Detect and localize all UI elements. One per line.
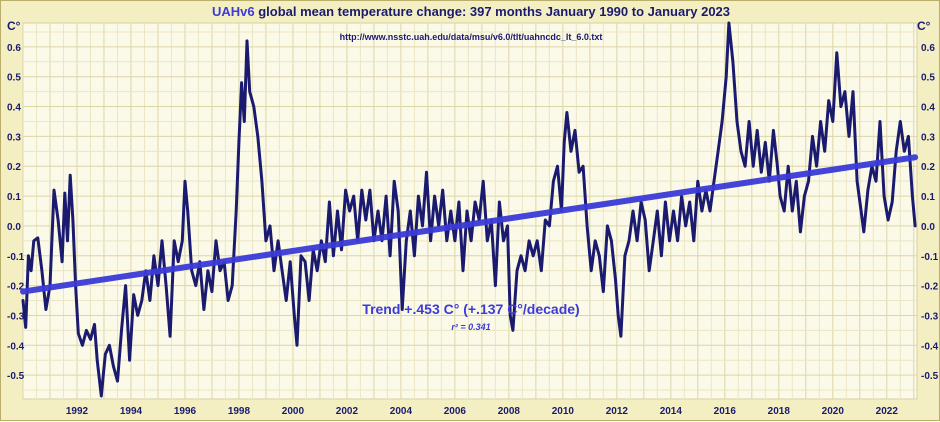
- y-tick-label-left: 0.6: [7, 43, 21, 54]
- x-tick-label: 1992: [66, 406, 89, 417]
- x-tick-label: 2022: [876, 406, 899, 417]
- y-tick-label-right: -0.5: [921, 371, 939, 382]
- x-tick-label: 2010: [552, 406, 575, 417]
- x-tick-label: 2008: [498, 406, 521, 417]
- temperature-series-line: [21, 21, 917, 398]
- y-tick-label-right: 0.5: [921, 73, 935, 84]
- trend-line: [20, 154, 919, 295]
- y-tick-label-right: 0.4: [921, 103, 935, 114]
- y-tick-label-left: -0.1: [7, 252, 25, 263]
- chart-title: UAHv6 global mean temperature change: 39…: [1, 4, 940, 19]
- x-tick-label: 2002: [336, 406, 359, 417]
- y-tick-label-right: 0.1: [921, 192, 935, 203]
- y-tick-label-right: -0.3: [921, 311, 939, 322]
- x-tick-label: 1996: [174, 406, 197, 417]
- x-tick-label: 2012: [606, 406, 629, 417]
- y-tick-label-left: -0.4: [7, 341, 25, 352]
- y-tick-label-right: -0.2: [921, 282, 939, 293]
- y-tick-label-right: 0.3: [921, 132, 935, 143]
- x-tick-label: 2018: [768, 406, 791, 417]
- y-tick-label-left: -0.3: [7, 311, 25, 322]
- y-tick-label-right: -0.1: [921, 252, 939, 263]
- y-tick-label-left: 0.5: [7, 73, 21, 84]
- y-tick-label-right: 0.0: [921, 222, 935, 233]
- y-tick-label-right: 0.2: [921, 162, 935, 173]
- y-tick-label-left: 0.0: [7, 222, 21, 233]
- x-tick-label: 1994: [120, 406, 143, 417]
- y-unit-label-left: C°: [7, 19, 21, 33]
- y-tick-label-left: 0.1: [7, 192, 21, 203]
- x-tick-label: 2006: [444, 406, 467, 417]
- y-tick-label-right: -0.4: [921, 341, 939, 352]
- r-squared-annotation: r² = 0.341: [451, 322, 491, 332]
- x-tick-label: 1998: [228, 406, 251, 417]
- x-tick-label: 2016: [714, 406, 737, 417]
- chart-title-prefix: UAHv6: [211, 4, 255, 19]
- x-tick-label: 2020: [822, 406, 845, 417]
- y-tick-label-left: -0.2: [7, 282, 25, 293]
- y-tick-label-left: 0.3: [7, 132, 21, 143]
- y-tick-label-left: 0.4: [7, 103, 21, 114]
- chart-title-rest: global mean temperature change: 397 mont…: [258, 4, 731, 19]
- y-unit-label-right: C°: [917, 19, 931, 33]
- y-tick-label-left: -0.5: [7, 371, 25, 382]
- x-tick-label: 2014: [660, 406, 683, 417]
- trend-annotation: Trend +.453 C° (+.137 C°/decade): [362, 301, 580, 317]
- x-tick-label: 2004: [390, 406, 413, 417]
- y-tick-label-left: 0.2: [7, 162, 21, 173]
- y-tick-label-right: 0.6: [921, 43, 935, 54]
- chart-subtitle: http://www.nsstc.uah.edu/data/msu/v6.0/t…: [339, 32, 603, 42]
- x-tick-label: 2000: [282, 406, 305, 417]
